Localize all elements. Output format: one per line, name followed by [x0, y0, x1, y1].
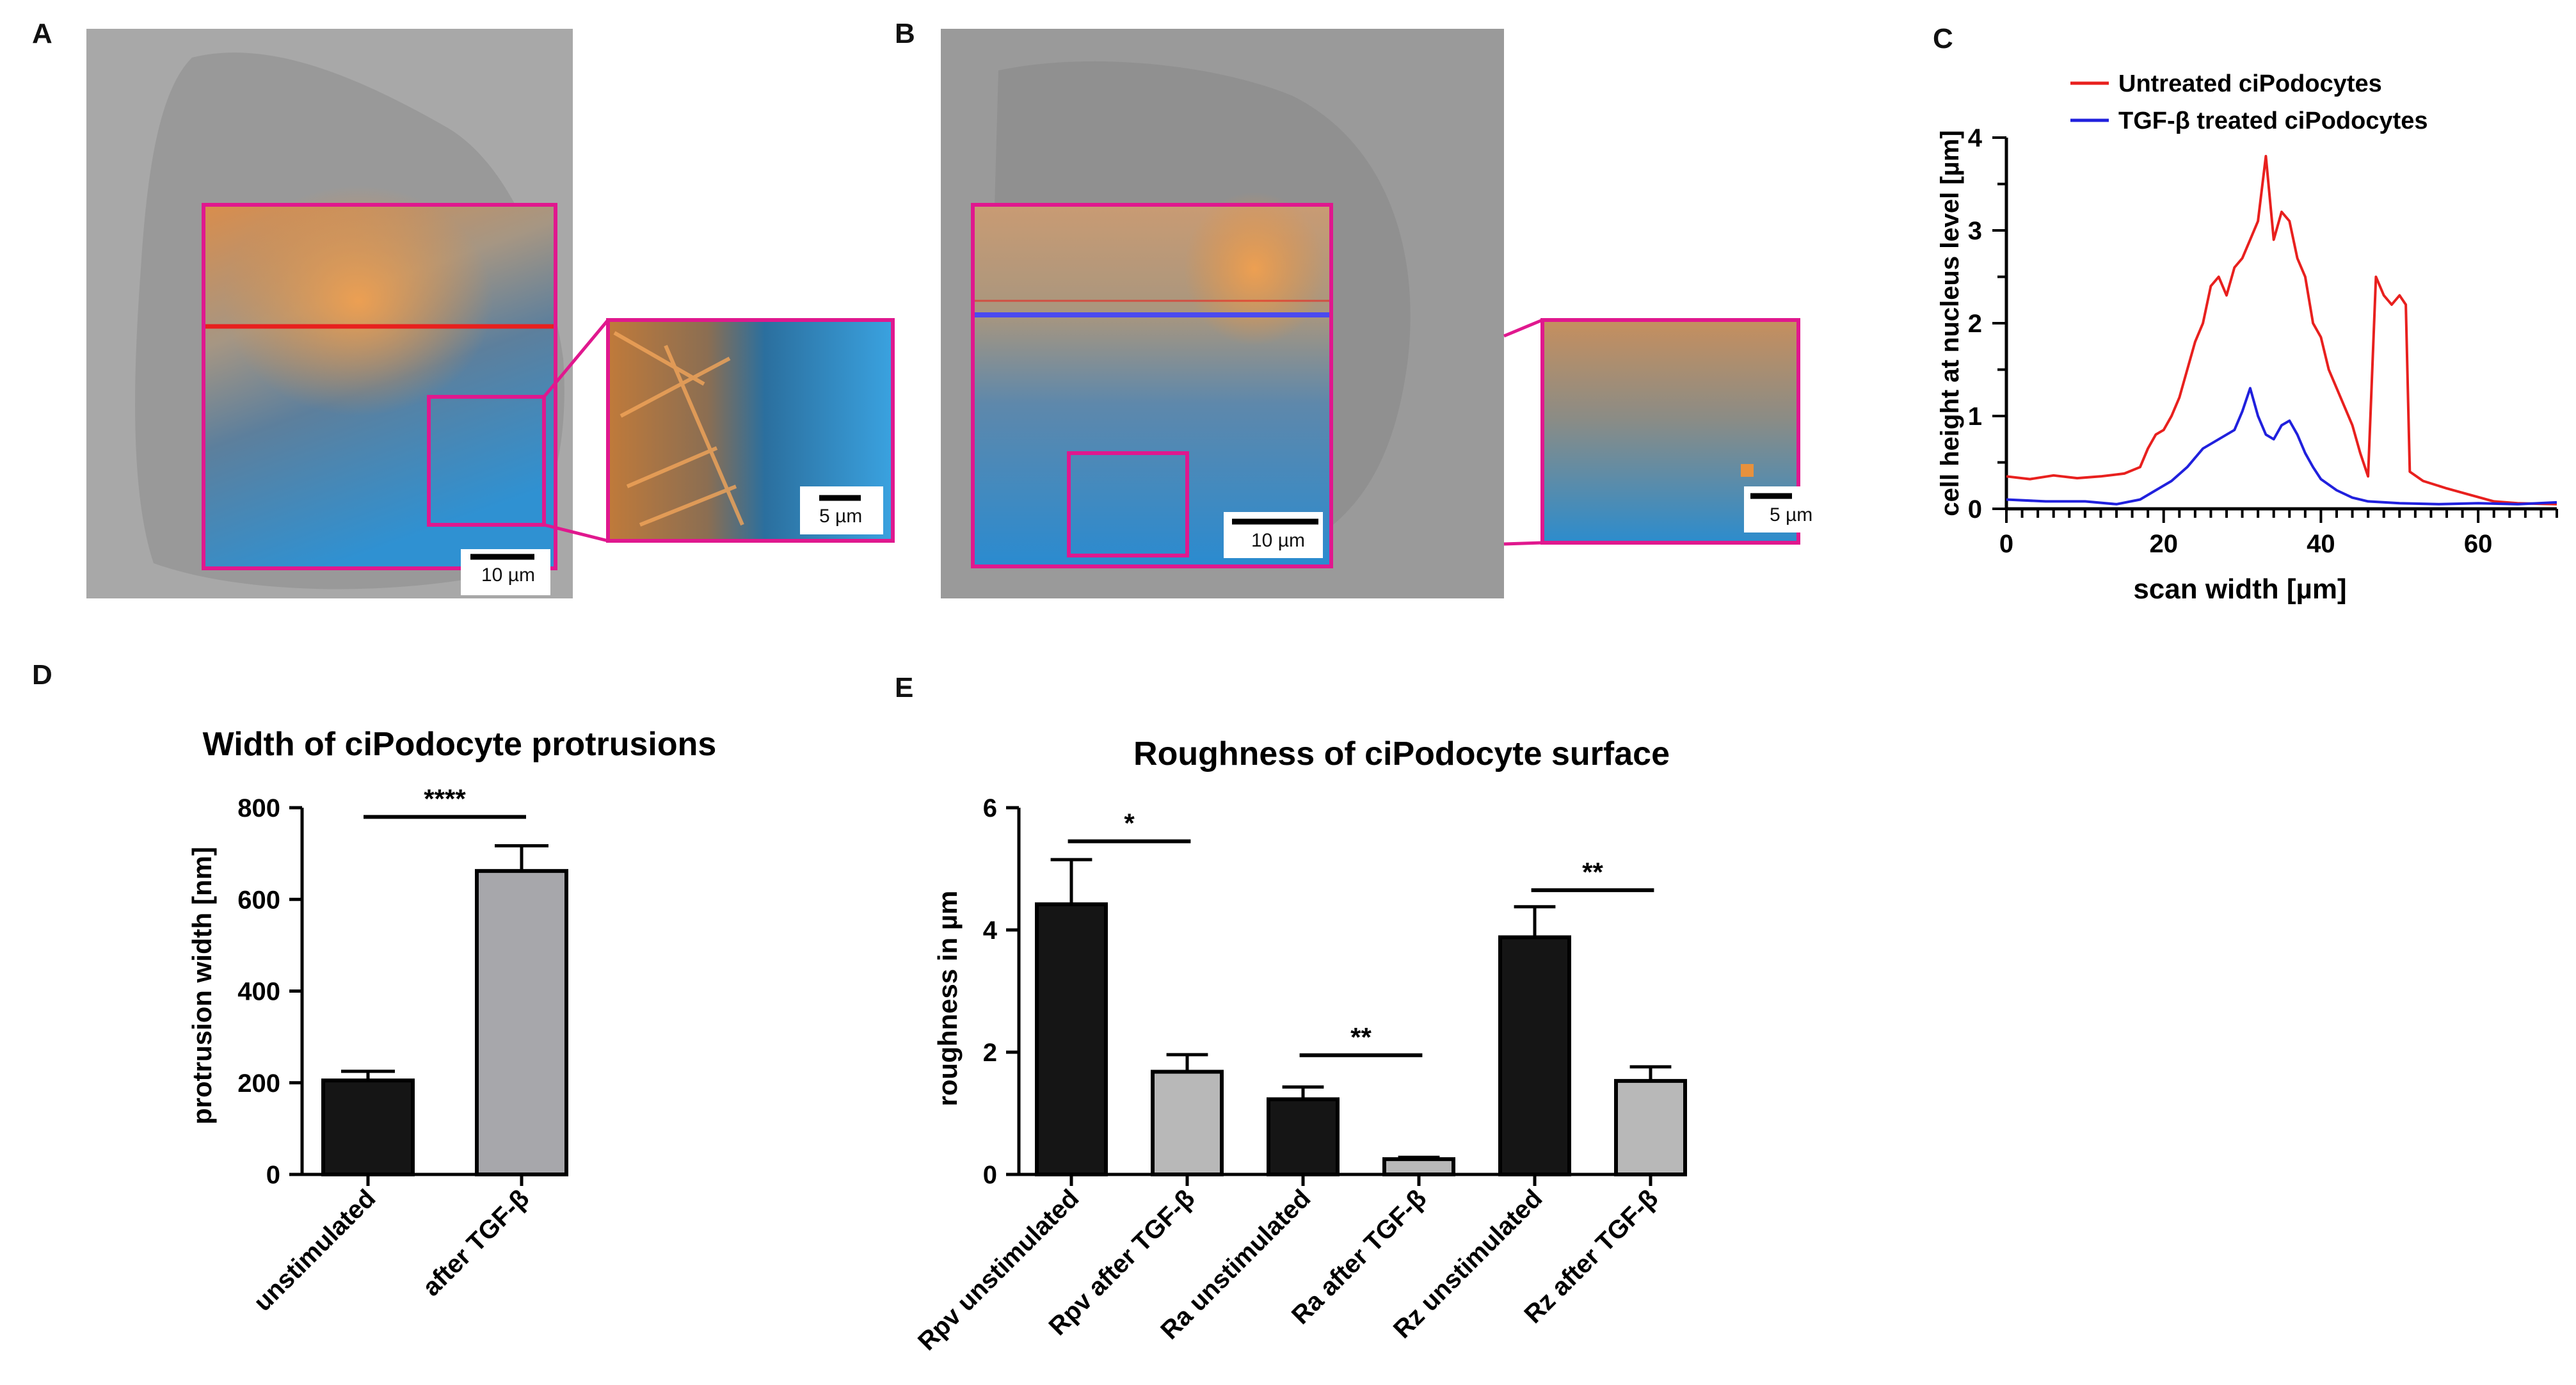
e-bar [1151, 1069, 1224, 1177]
panel-letter-b: B [895, 18, 915, 49]
panel-letter-e: E [895, 672, 914, 703]
chart-e-ylabel: roughness in µm [932, 891, 963, 1107]
chart-e-title: Roughness of ciPodocyte surface [1133, 735, 1670, 773]
d-significance-label: **** [424, 783, 466, 813]
d-y-tick-label: 800 [237, 794, 280, 822]
scalebar-label-a-zoom: 5 µm [819, 506, 863, 527]
c-x-tick-label: 20 [2149, 530, 2178, 558]
c-x-tick-label: 40 [2307, 530, 2335, 558]
c-x-tick-label: 0 [1999, 530, 2013, 558]
d-y-tick-label: 200 [237, 1069, 280, 1098]
micrograph-a [86, 29, 895, 598]
d-bar [475, 869, 568, 1177]
e-y-tick-label: 4 [983, 917, 998, 945]
d-y-tick-label: 600 [237, 886, 280, 914]
e-bar [1382, 1157, 1455, 1176]
e-y-tick-label: 6 [983, 794, 997, 822]
c-x-tick-label: 60 [2464, 530, 2493, 558]
chart-d-title: Width of ciPodocyte protrusions [203, 726, 717, 763]
e-y-tick-label: 2 [983, 1039, 997, 1067]
c-y-tick-label: 0 [1968, 495, 1982, 524]
chart-c-xlabel: scan width [µm] [2133, 573, 2346, 605]
e-bar [1035, 902, 1108, 1176]
scalebar-label-b-zoom: 5 µm [1770, 504, 1813, 525]
panel-letter-a: A [32, 18, 52, 49]
e-significance-label: ** [1350, 1022, 1372, 1052]
c-series-line-1 [2006, 387, 2557, 506]
panel-letter-c: C [1933, 23, 1953, 54]
zoom-region-b [1067, 451, 1189, 557]
afm-frame-b [971, 203, 1333, 568]
c-y-tick-label: 4 [1968, 124, 1983, 152]
d-y-tick-label: 400 [237, 978, 280, 1006]
zoom-region-a [427, 395, 546, 527]
e-y-tick-label: 0 [983, 1161, 997, 1189]
c-y-tick-label: 1 [1968, 403, 1982, 431]
d-bar [321, 1078, 415, 1176]
zoom-frame-a [606, 318, 895, 543]
c-series-line-0 [2006, 155, 2557, 506]
c-y-tick-label: 2 [1968, 310, 1982, 338]
chart-c-legend: Untreated ciPodocytes TGF-β treated ciPo… [2070, 70, 2428, 134]
d-y-tick-label: 0 [266, 1161, 280, 1189]
e-significance-label: ** [1582, 857, 1603, 887]
e-bar [1498, 935, 1571, 1176]
e-significance-label: * [1124, 808, 1135, 838]
legend-label-1: TGF-β treated ciPodocytes [2118, 108, 2428, 134]
e-bar [1267, 1097, 1340, 1177]
micrograph-b [941, 29, 1827, 598]
legend-label-0: Untreated ciPodocytes [2118, 70, 2382, 97]
chart-c-ylabel: cell height at nucleus level [µm] [1936, 130, 1964, 516]
chart-d-ylabel: protrusion width [nm] [187, 847, 217, 1125]
afm-frame-a [202, 203, 557, 570]
scalebar-label-a-main: 10 µm [481, 564, 535, 586]
scalebar-label-b-main: 10 µm [1251, 530, 1305, 551]
e-bar [1614, 1078, 1687, 1177]
zoom-frame-b [1540, 318, 1800, 545]
c-y-tick-label: 3 [1968, 217, 1982, 245]
panel-letter-d: D [32, 659, 52, 691]
